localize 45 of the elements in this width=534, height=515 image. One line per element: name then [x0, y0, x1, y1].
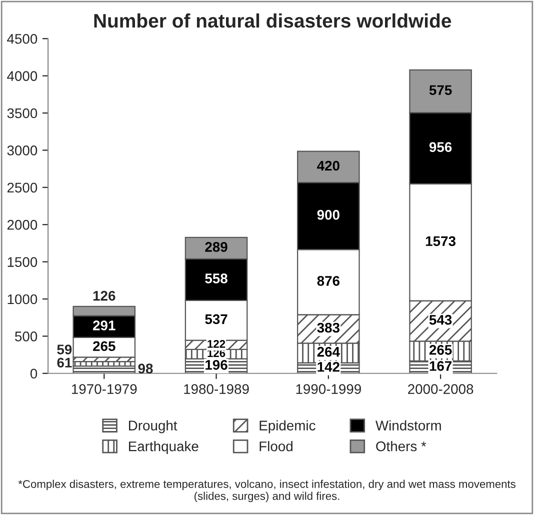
data-label: 126 [93, 290, 116, 301]
data-label: 575 [429, 85, 452, 96]
y-tick-label: 4500 [7, 34, 38, 44]
data-label: 876 [317, 276, 340, 286]
data-label: 59 [57, 344, 72, 354]
y-tick-label: 3000 [7, 146, 38, 156]
y-tick-label: 0 [30, 368, 38, 379]
legend-label: Others * [376, 441, 426, 452]
y-tick-label: 500 [15, 332, 38, 342]
x-tick-label: 2000-2008 [408, 384, 474, 394]
data-label: 543 [429, 314, 452, 325]
x-tick-label: 1970-1979 [72, 384, 137, 394]
data-label: 956 [429, 142, 452, 152]
data-label: 420 [317, 160, 340, 171]
data-label: 289 [205, 242, 228, 252]
chart-title: Number of natural disasters worldwide [94, 13, 452, 28]
data-label: 265 [429, 344, 452, 355]
y-tick-label: 1500 [8, 257, 38, 267]
data-label: 900 [317, 210, 340, 220]
y-tick-label: 3500 [7, 108, 38, 118]
legend-label: Flood [260, 441, 292, 452]
data-label: 558 [205, 274, 228, 284]
y-tick-label: 1000 [8, 294, 38, 304]
y-tick-label: 4000 [7, 71, 38, 81]
text: *Complex disasters, extreme temperatures, volcano, insect infestation, dry and wet mass movements (slides, surges) and wild fires. [18, 480, 516, 502]
data-label: 383 [317, 322, 340, 333]
data-label: 264 [317, 346, 340, 357]
y-tick-label: 2500 [7, 182, 38, 193]
legend-label: Windstorm [376, 420, 441, 430]
x-tick-label: 1980-1989 [184, 384, 249, 394]
legend-label: Earthquake [129, 441, 198, 454]
data-label: 1573 [426, 236, 456, 246]
legend-label: Epidemic [260, 420, 316, 434]
data-label: 196 [206, 360, 228, 370]
data-label: 98 [138, 364, 153, 374]
data-label: 291 [93, 320, 116, 330]
data-label: 122 [208, 340, 226, 348]
data-label: 537 [205, 314, 228, 324]
y-tick-label: 2000 [7, 220, 38, 230]
x-tick-label: 1990-1999 [296, 384, 361, 394]
data-label: 167 [430, 361, 452, 371]
data-label: 61 [57, 358, 72, 368]
data-label: 142 [318, 362, 340, 372]
legend-label: Drought [129, 420, 178, 434]
data-label: 265 [93, 341, 116, 352]
